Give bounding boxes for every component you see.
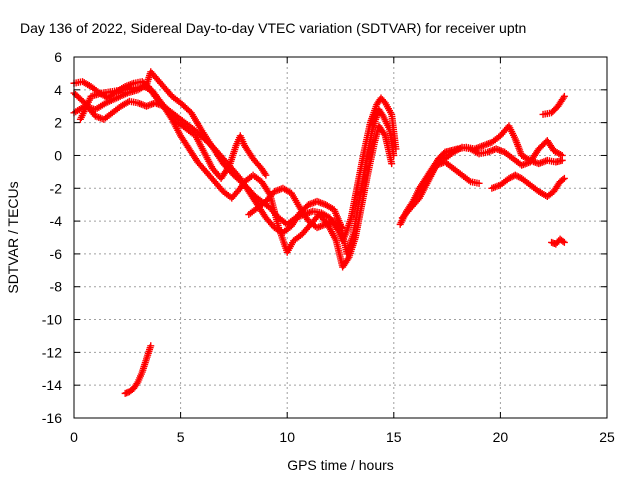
y-tick-label: -10 xyxy=(42,312,62,328)
series-arc-I xyxy=(488,171,568,200)
x-tick-label: 15 xyxy=(386,429,402,445)
series-arc-C xyxy=(70,89,396,271)
series-arc-L xyxy=(121,342,155,397)
data-point xyxy=(558,151,566,159)
data-point xyxy=(560,92,568,100)
y-tick-label: 0 xyxy=(54,147,62,163)
series-arc-G xyxy=(398,158,483,222)
y-tick-label: 6 xyxy=(54,49,62,65)
data-marker xyxy=(559,237,567,245)
series-arc-D xyxy=(76,83,270,182)
axis-ticks: 0 5 10 15 20 25 -16 -14 -12 -10 -8 -6 -4 -2 0 2 4 6 xyxy=(42,49,615,445)
series-arc-E xyxy=(245,184,347,232)
y-axis-label: SDTVAR / TECUs xyxy=(5,181,21,293)
y-tick-label: -4 xyxy=(50,213,63,229)
y-tick-label: 4 xyxy=(54,82,62,98)
y-tick-label: -14 xyxy=(42,377,62,393)
x-tick-label: 20 xyxy=(493,429,509,445)
x-tick-label: 5 xyxy=(177,429,185,445)
chart-title: Day 136 of 2022, Sidereal Day-to-day VTE… xyxy=(20,20,526,36)
data-point xyxy=(388,160,396,168)
y-tick-label: -16 xyxy=(42,410,62,426)
series-arc-K xyxy=(548,235,568,248)
series-arc-J xyxy=(539,92,568,118)
y-tick-label: -6 xyxy=(50,246,63,262)
x-axis-label: GPS time / hours xyxy=(287,457,394,473)
series-arc-F xyxy=(396,122,566,228)
series-arc-H xyxy=(424,137,566,182)
x-tick-label: 10 xyxy=(279,429,295,445)
data-point xyxy=(560,238,568,246)
plot-frame xyxy=(73,56,608,419)
y-tick-label: -8 xyxy=(50,279,63,295)
data-point xyxy=(147,342,155,350)
y-tick-label: 2 xyxy=(54,115,62,131)
y-tick-label: -2 xyxy=(50,180,63,196)
data-series xyxy=(70,68,568,397)
data-point xyxy=(262,171,270,179)
data-point xyxy=(475,179,483,187)
data-point xyxy=(560,174,568,182)
series-arc-A xyxy=(70,68,400,245)
y-tick-label: -12 xyxy=(42,344,62,360)
data-point xyxy=(339,224,347,232)
x-tick-label: 25 xyxy=(599,429,615,445)
x-tick-label: 0 xyxy=(70,429,78,445)
data-marker xyxy=(559,176,567,184)
